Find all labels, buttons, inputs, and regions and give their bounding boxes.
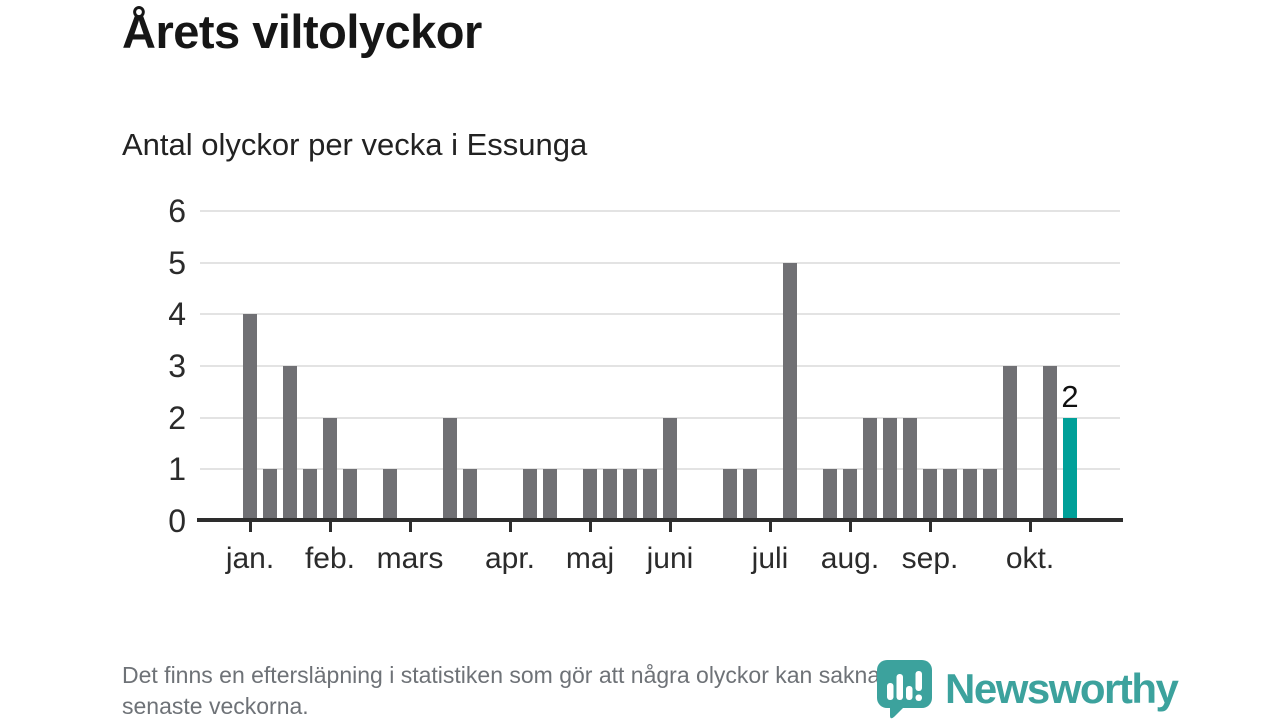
y-axis-label-2: 2 [168,399,186,436]
y-axis-label-6: 6 [168,193,186,229]
x-axis-label-maj: maj [565,542,615,575]
x-axis-label-mars: mars [376,542,444,575]
bar-week-6 [323,417,337,519]
x-axis-tick-juni [668,521,672,532]
footnote-line-1: Det finns en eftersläpning i statistiken… [122,662,924,688]
bar-week-19 [583,469,597,519]
bar-week-32 [843,469,857,519]
bar-week-34 [883,417,897,519]
y-axis-label-4: 4 [168,296,186,333]
y-axis-label-5: 5 [168,244,186,281]
y-axis-label-1: 1 [168,451,186,488]
x-axis-label-juli: juli [751,542,789,575]
x-axis-label-jan: jan. [225,542,275,575]
bar-week-27 [743,469,757,519]
chart-footnote: Det finns en eftersläpning i statistiken… [122,660,924,720]
gridline-y-6 [200,210,1120,212]
bar-week-26 [723,469,737,519]
x-axis-tick-sep [928,521,932,532]
gridline-y-3 [200,365,1120,367]
x-axis-tick-aug [848,521,852,532]
x-axis-tick-juli [768,521,772,532]
footnote-line-2: senaste veckorna. [122,693,309,719]
x-axis-line [197,518,1123,522]
x-axis-tick-apr [508,521,512,532]
bar-week-40 [1003,366,1017,519]
bar-week-39 [983,469,997,519]
bar-week-37 [943,469,957,519]
x-axis-label-aug: aug. [820,542,880,575]
bar-week-13 [463,469,477,519]
y-axis-label-0: 0 [168,503,186,539]
bar-week-22 [643,469,657,519]
x-axis-tick-feb [328,521,332,532]
chart-subtitle: Antal olyckor per vecka i Essunga [122,127,588,162]
bar-week-31 [823,469,837,519]
x-axis-label-sep: sep. [901,542,959,575]
bar-week-29 [783,262,797,519]
bar-week-12 [443,417,457,519]
newsworthy-logo-text: Newsworthy [945,665,1179,712]
bar-week-23 [663,417,677,519]
bar-week-42 [1043,366,1057,519]
bar-week-43-highlighted [1063,417,1077,519]
gridline-y-2 [200,416,1120,419]
x-axis-label-apr: apr. [484,542,536,575]
x-axis-label-feb: feb. [304,542,356,575]
bar-week-3 [263,469,277,519]
bar-week-16 [523,469,537,519]
bar-week-20 [603,469,617,519]
bar-week-33 [863,417,877,519]
newsworthy-speech-bubble-chart-icon [874,658,936,720]
gridline-y-4 [200,313,1120,316]
x-axis-label-juni: juni [646,542,694,575]
bar-week-17 [543,469,557,519]
bar-week-21 [623,469,637,519]
x-axis-tick-mars [408,521,412,532]
x-axis-label-okt: okt. [1005,542,1055,575]
gridline-y-1 [200,468,1120,471]
chart-title: Årets viltolyckor [122,5,482,58]
bar-week-7 [343,469,357,519]
newsworthy-logo: Newsworthy [874,658,1179,720]
x-axis-tick-maj [588,521,592,532]
y-axis-label-3: 3 [168,348,186,384]
x-axis-tick-okt [1028,521,1032,532]
highlighted-bar-value-label: 2 [1061,378,1079,414]
bar-week-4 [283,366,297,519]
bar-week-38 [963,469,977,519]
bar-week-9 [383,469,397,519]
bar-week-36 [923,469,937,519]
bar-week-5 [303,469,317,519]
gridline-y-5 [200,261,1120,264]
x-axis-tick-jan [248,521,252,532]
bar-week-35 [903,417,917,519]
bar-week-2 [243,314,257,519]
